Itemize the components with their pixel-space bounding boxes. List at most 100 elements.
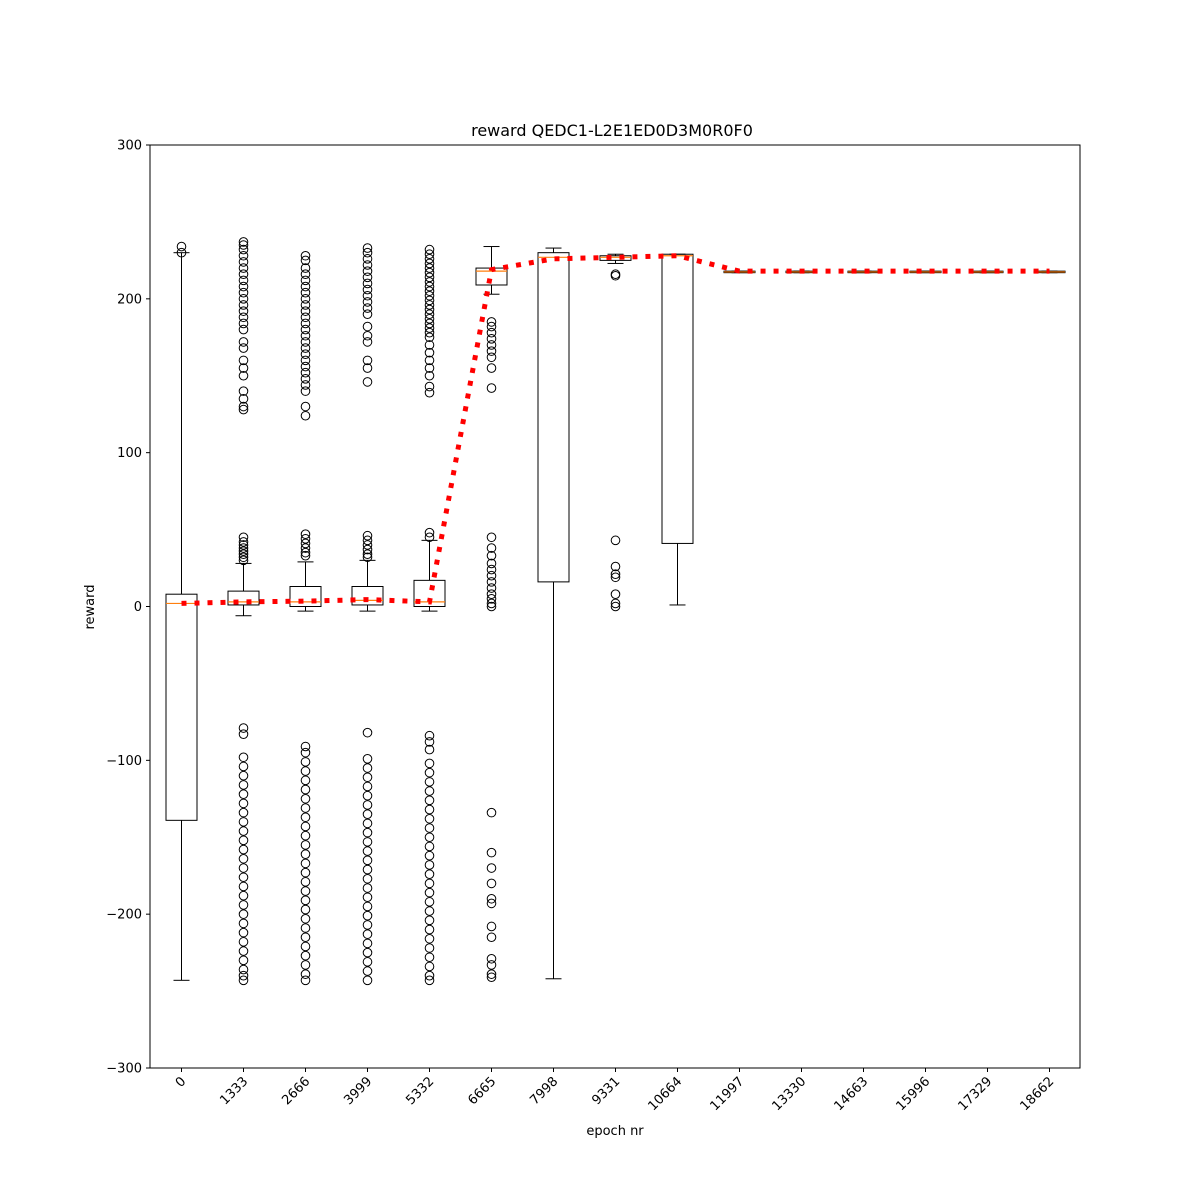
outlier-point	[300, 361, 311, 372]
outlier-point	[424, 304, 435, 315]
outlier-point	[486, 346, 497, 356]
outlier-point	[300, 913, 311, 924]
y-axis-label: reward	[83, 584, 98, 629]
outlier-point	[238, 343, 249, 353]
x-tick-label: 10664	[645, 1074, 685, 1114]
outlier-point	[238, 955, 249, 966]
x-tick-label: 5332	[403, 1074, 437, 1108]
outlier-point	[238, 835, 249, 846]
outlier-point	[238, 752, 249, 763]
outlier-point	[362, 247, 373, 258]
outlier-point	[238, 909, 249, 919]
outlier-point	[362, 266, 373, 276]
outlier-point	[424, 915, 435, 926]
outlier-point	[238, 237, 249, 247]
box-group	[413, 244, 446, 986]
outlier-point	[486, 317, 497, 327]
outlier-point	[300, 950, 311, 961]
outlier-point	[362, 727, 373, 738]
outlier-point	[424, 295, 435, 306]
outlier-point	[176, 241, 187, 252]
outlier-point	[486, 594, 497, 604]
outlier-point	[486, 570, 497, 581]
outlier-point	[424, 961, 435, 972]
box-iqr	[289, 586, 322, 607]
outlier-point	[238, 257, 249, 267]
box-group	[537, 247, 570, 980]
outlier-point	[424, 860, 435, 870]
outlier-point	[424, 924, 435, 935]
outlier-point	[238, 275, 249, 286]
outlier-point	[238, 337, 249, 347]
outlier-point	[238, 269, 249, 280]
outlier-point	[238, 532, 249, 543]
outlier-point	[424, 878, 435, 889]
outlier-point	[486, 921, 497, 932]
box-group	[165, 241, 198, 981]
outlier-point	[486, 321, 497, 332]
outlier-point	[486, 564, 497, 575]
outlier-point	[424, 244, 435, 255]
x-axis-label: epoch nr	[586, 1124, 644, 1139]
outlier-point	[486, 352, 497, 363]
outlier-point	[424, 355, 435, 366]
outlier-point	[238, 890, 249, 901]
outlier-point	[486, 601, 497, 612]
box-group	[289, 250, 322, 986]
box-iqr	[351, 586, 384, 606]
outlier-point	[424, 258, 435, 269]
outlier-point	[362, 337, 373, 347]
outlier-point	[424, 277, 435, 287]
outlier-point	[300, 932, 311, 943]
outlier-point	[424, 332, 435, 343]
outlier-point	[424, 850, 435, 861]
outlier-point	[424, 795, 435, 806]
outlier-point	[424, 737, 435, 747]
box-group	[475, 246, 508, 983]
outlier-point	[238, 281, 249, 292]
outlier-point	[238, 549, 249, 559]
outlier-point	[362, 544, 373, 555]
outlier-point	[300, 263, 311, 273]
outlier-point	[238, 394, 249, 404]
outlier-point	[238, 975, 249, 986]
outlier-point	[486, 969, 497, 979]
outlier-point	[238, 937, 249, 947]
outlier-point	[238, 540, 249, 550]
outlier-point	[300, 784, 311, 795]
outlier-point	[300, 386, 311, 396]
outlier-point	[300, 757, 311, 767]
outlier-point	[300, 895, 311, 906]
box-group	[661, 253, 694, 606]
outlier-point	[424, 381, 435, 392]
box-group	[599, 253, 632, 612]
outlier-point	[424, 970, 435, 981]
outlier-point	[300, 312, 311, 323]
outlier-point	[300, 941, 311, 952]
y-tick-label: −100	[106, 754, 142, 769]
outlier-point	[238, 872, 249, 883]
outlier-point	[238, 537, 249, 547]
outlier-point	[424, 314, 435, 324]
outlier-point	[424, 363, 435, 373]
outlier-point	[486, 558, 497, 569]
outlier-point	[424, 318, 435, 329]
box-group	[351, 243, 384, 986]
outlier-point	[362, 552, 373, 563]
outlier-point	[424, 300, 435, 310]
plot-area	[165, 237, 1066, 986]
outlier-point	[362, 873, 373, 884]
y-axis: −300 −200 −100 0 100 200 300	[106, 139, 150, 1077]
outlier-point	[238, 386, 249, 396]
outlier-point	[362, 330, 373, 341]
x-tick-label: 3999	[341, 1074, 375, 1108]
outlier-point	[362, 272, 373, 283]
outlier-point	[238, 294, 249, 304]
outlier-point	[300, 306, 311, 316]
outlier-point	[300, 830, 311, 841]
outlier-point	[300, 337, 311, 347]
outlier-point	[238, 318, 249, 329]
box-group	[227, 237, 260, 986]
outlier-point	[486, 953, 497, 964]
outlier-point	[238, 761, 249, 772]
